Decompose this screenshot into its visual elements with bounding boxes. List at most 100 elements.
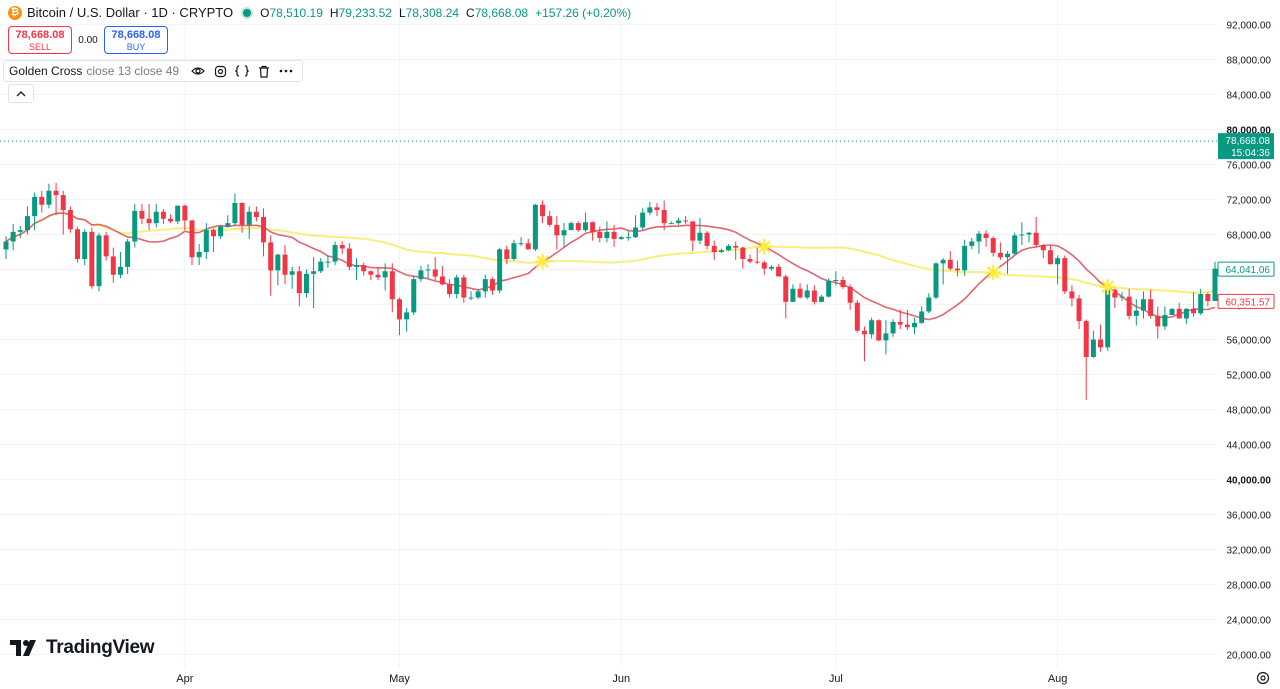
eye-icon[interactable] (187, 62, 209, 80)
candle (303, 269, 309, 298)
candle-body (375, 274, 381, 278)
candle-body (117, 266, 123, 275)
candle-body (869, 320, 875, 335)
candle (1119, 292, 1125, 301)
symbol-title[interactable]: Bitcoin / U.S. Dollar · 1D · CRYPTO (27, 5, 234, 20)
candle (175, 205, 181, 224)
candle-body (425, 269, 431, 271)
candle (1148, 289, 1154, 319)
bitcoin-icon: ₿ (8, 5, 22, 20)
candle (754, 247, 760, 265)
candle (497, 247, 503, 294)
candle-body (139, 210, 145, 219)
candle (582, 212, 588, 232)
candle (196, 244, 202, 266)
price-tick-label: 24,000.00 (1227, 616, 1272, 627)
candle (411, 275, 417, 315)
candle-body (411, 279, 417, 313)
candle-body (919, 311, 925, 323)
candle-body (804, 290, 810, 298)
candle-body (10, 231, 16, 242)
indicator-price-badge (1217, 293, 1275, 309)
candle-body (897, 322, 903, 325)
candle-body (511, 243, 517, 259)
trash-icon[interactable] (253, 62, 275, 80)
candle (389, 263, 395, 313)
candle-body (590, 222, 596, 232)
chart-settings-icon[interactable] (1255, 670, 1271, 686)
cross-marker (534, 253, 551, 270)
candle-body (940, 259, 946, 264)
candle-body (883, 333, 889, 341)
candle-body (153, 211, 159, 224)
cross-marker (756, 238, 773, 255)
candle-body (1047, 250, 1053, 265)
price-tick-label: 32,000.00 (1227, 546, 1272, 557)
candle (1198, 288, 1204, 315)
fast-ma-line (5, 212, 1216, 321)
candle-body (82, 231, 88, 259)
candle (1183, 308, 1189, 324)
candle-body (633, 227, 639, 238)
candle-body (354, 265, 360, 267)
candle (1098, 324, 1104, 352)
candle (876, 319, 882, 342)
candle (683, 216, 689, 224)
candle-body (618, 237, 624, 239)
candle (525, 238, 531, 250)
buy-button[interactable]: 78,668.08 BUY (104, 26, 168, 54)
sell-button[interactable]: 78,668.08 SELL (8, 26, 72, 54)
candle (690, 221, 696, 252)
candle-body (196, 252, 202, 258)
candle (432, 257, 438, 280)
candle (60, 190, 66, 235)
candle (110, 247, 116, 283)
candle-body (962, 245, 968, 271)
candle (1090, 330, 1096, 358)
candle-body (282, 254, 288, 275)
candle (1112, 288, 1118, 308)
candle (103, 231, 109, 261)
candle (790, 284, 796, 302)
candle (997, 242, 1003, 260)
candle (439, 266, 445, 286)
trade-buttons: 78,668.08 SELL 0.00 78,668.08 BUY (8, 26, 168, 54)
candle-body (976, 233, 982, 242)
candle (625, 231, 631, 241)
indicator-legend[interactable]: Golden Cross close 13 close 49 (3, 60, 304, 82)
candle (482, 274, 488, 298)
candle (811, 285, 817, 305)
candle-body (1119, 296, 1125, 298)
candle (1076, 294, 1082, 329)
candle-body (461, 277, 467, 298)
price-change: +157.26 (+0.20%) (535, 5, 632, 20)
candle-body (160, 211, 166, 219)
candle-body (547, 216, 553, 225)
candle-body (325, 261, 331, 263)
candle-body (947, 259, 953, 269)
candle-body (768, 266, 774, 269)
candle (919, 306, 925, 324)
candle-body (1133, 310, 1139, 316)
settings-icon[interactable] (209, 62, 231, 80)
collapse-legend-button[interactable] (8, 84, 34, 103)
time-tick-label: Apr (176, 673, 193, 685)
candle-body (1169, 308, 1175, 315)
candle-body (575, 223, 581, 231)
candle (990, 236, 996, 257)
candle-body (761, 262, 767, 269)
time-tick-label: Jul (829, 673, 843, 685)
candle-body (396, 299, 402, 320)
candle-body (683, 220, 689, 222)
chart-grid (0, 0, 1218, 668)
source-code-icon[interactable] (231, 62, 253, 80)
candle-body (654, 207, 660, 210)
price-tick-label: 84,000.00 (1227, 91, 1272, 102)
more-icon[interactable] (275, 62, 297, 80)
candle (1205, 292, 1211, 307)
candle-body (726, 245, 732, 251)
candle-body (561, 230, 567, 236)
ohlc-low: L78,308.24 (398, 5, 460, 20)
tradingview-logo[interactable]: TradingView (10, 637, 155, 659)
